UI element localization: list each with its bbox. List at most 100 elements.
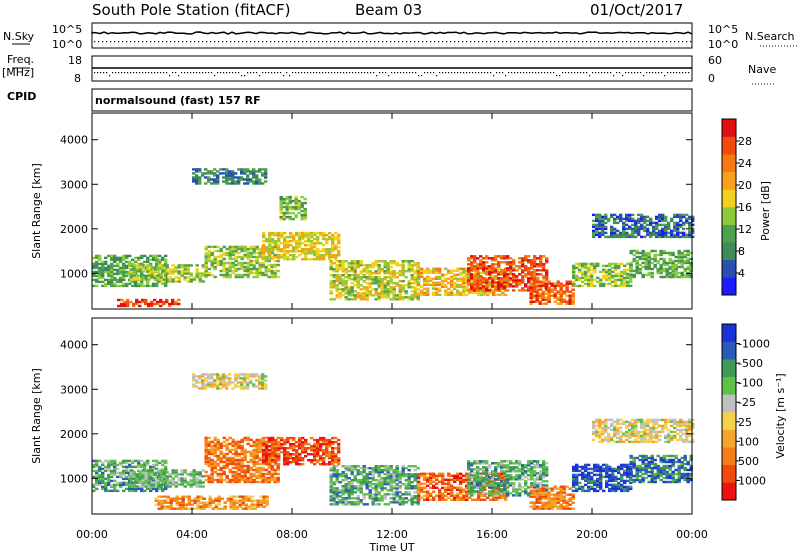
- heatmap-cell: [222, 180, 226, 183]
- heatmap-cell: [353, 266, 357, 269]
- nave-point: [622, 75, 624, 77]
- heatmap-cell: [386, 294, 390, 297]
- heatmap-cell: [195, 182, 199, 185]
- heatmap-cell: [365, 473, 369, 476]
- heatmap-cell: [249, 476, 253, 480]
- heatmap-cell: [435, 482, 439, 485]
- heatmap-cell: [685, 217, 689, 221]
- heatmap-cell: [234, 466, 238, 470]
- heatmap-cell: [231, 458, 235, 462]
- heatmap-cell: [295, 453, 299, 456]
- heatmap-cell: [322, 235, 326, 239]
- heatmap-cell: [231, 440, 235, 444]
- heatmap-cell: [189, 479, 193, 482]
- heatmap-cell: [553, 300, 557, 303]
- heatmap-cell: [598, 227, 602, 231]
- heatmap-cell: [104, 260, 108, 264]
- nsearch-point: [470, 41, 472, 43]
- heatmap-cell: [128, 254, 132, 258]
- heatmap-cell: [581, 284, 585, 288]
- heatmap-cell: [122, 276, 126, 280]
- heatmap-cell: [210, 259, 214, 263]
- heatmap-cell: [285, 207, 289, 211]
- heatmap-cell: [497, 289, 501, 292]
- heatmap-cell: [529, 302, 533, 305]
- heatmap-cell: [210, 474, 214, 478]
- heatmap-cell: [192, 383, 196, 386]
- noise-tick-left-high: 10^5: [52, 23, 82, 36]
- heatmap-cell: [192, 377, 196, 380]
- heatmap-cell: [518, 279, 522, 282]
- heatmap-cell: [107, 475, 111, 479]
- heatmap-cell: [283, 442, 287, 446]
- heatmap-cell: [392, 495, 396, 498]
- heatmap-cell: [362, 276, 366, 279]
- heatmap-cell: [316, 237, 320, 241]
- heatmap-cell: [228, 247, 232, 251]
- heatmap-cell: [286, 451, 290, 454]
- heatmap-cell: [559, 288, 563, 291]
- heatmap-cell: [565, 294, 569, 297]
- heatmap-cell: [231, 170, 235, 173]
- heatmap-cell: [620, 284, 624, 288]
- heatmap-cell: [644, 253, 648, 257]
- heatmap-cell: [249, 251, 253, 255]
- heatmap-cell: [655, 233, 659, 237]
- heatmap-cell: [470, 267, 474, 270]
- heatmap-cell: [201, 381, 205, 384]
- heatmap-cell: [610, 227, 614, 231]
- heatmap-cell: [261, 440, 265, 444]
- heatmap-cell: [658, 231, 662, 235]
- heatmap-cell: [129, 485, 133, 488]
- heatmap-cell: [647, 255, 651, 259]
- heatmap-cell: [470, 277, 474, 280]
- heatmap-cell: [533, 281, 537, 284]
- heatmap-cell: [262, 461, 266, 464]
- heatmap-cell: [276, 259, 280, 263]
- heatmap-cell: [331, 449, 335, 452]
- heatmap-cell: [674, 255, 678, 259]
- heatmap-cell: [174, 302, 178, 306]
- heatmap-cell: [285, 215, 289, 219]
- heatmap-cell: [410, 465, 414, 468]
- heatmap-cell: [113, 471, 117, 475]
- heatmap-cell: [670, 233, 674, 237]
- heatmap-cell: [359, 272, 363, 275]
- heatmap-cell: [432, 281, 436, 284]
- heatmap-cell: [113, 278, 117, 282]
- heatmap-cell: [195, 170, 199, 173]
- heatmap-cell: [395, 296, 399, 299]
- heatmap-cell: [611, 280, 615, 284]
- heatmap-cell: [125, 266, 129, 270]
- heatmap-cell: [231, 261, 235, 265]
- heatmap-cell: [116, 278, 120, 282]
- heatmap-cell: [447, 291, 451, 294]
- heatmap-cell: [234, 464, 238, 468]
- nave-point: [391, 72, 393, 74]
- heatmap-cell: [298, 244, 302, 247]
- heatmap-cell: [264, 476, 268, 480]
- heatmap-cell: [332, 493, 336, 496]
- heatmap-cell: [294, 195, 298, 199]
- heatmap-cell: [171, 477, 175, 480]
- heatmap-cell: [283, 254, 287, 257]
- heatmap-cell: [386, 282, 390, 285]
- heatmap-cell: [661, 235, 665, 239]
- heatmap-cell: [104, 487, 108, 491]
- heatmap-cell: [331, 244, 335, 247]
- heatmap-cell: [598, 217, 602, 221]
- heatmap-cell: [334, 461, 338, 464]
- heatmap-cell: [329, 292, 333, 295]
- heatmap-cell: [177, 266, 181, 269]
- nsearch-point: [626, 41, 628, 43]
- heatmap-cell: [438, 281, 442, 284]
- heatmap-cell: [593, 262, 597, 266]
- heatmap-cell: [316, 451, 320, 454]
- heatmap-cell: [500, 271, 504, 274]
- nave-point: [394, 72, 396, 74]
- nsearch-point: [590, 41, 592, 43]
- heatmap-cell: [674, 265, 678, 269]
- heatmap-cell: [234, 478, 238, 482]
- heatmap-cell: [237, 476, 241, 480]
- heatmap-cell: [420, 472, 424, 475]
